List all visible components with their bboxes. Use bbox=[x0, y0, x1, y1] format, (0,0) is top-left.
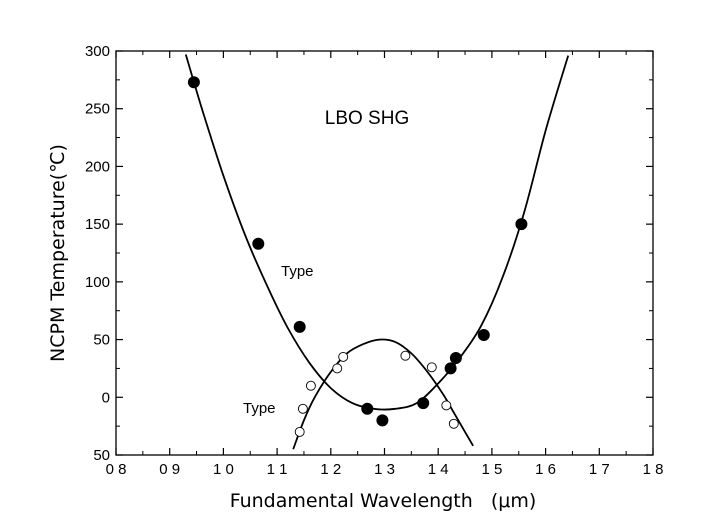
x-tick-label: 1 0 bbox=[213, 461, 234, 478]
fit-curve-3 bbox=[292, 338, 474, 450]
axis-ticks bbox=[115, 50, 654, 456]
filled-data-point bbox=[252, 237, 265, 250]
filled-data-point bbox=[477, 329, 490, 341]
filled-data-point bbox=[293, 320, 306, 333]
fit-curve-2 bbox=[184, 54, 570, 411]
x-tick-label: 1 6 bbox=[535, 461, 556, 478]
x-tick-label: 0 8 bbox=[106, 461, 127, 478]
y-tick-label: 300 bbox=[85, 43, 110, 60]
x-tick-label: 1 5 bbox=[481, 461, 502, 478]
annotation-lbo-shg: LBO SHG bbox=[325, 108, 409, 129]
y-tick-label: 50 bbox=[93, 332, 110, 349]
x-tick-label: 1 7 bbox=[589, 461, 610, 478]
y-tick-label: 200 bbox=[85, 158, 110, 175]
open-data-point bbox=[297, 403, 308, 414]
open-data-point bbox=[400, 350, 411, 361]
x-tick-label: 1 8 bbox=[643, 461, 664, 478]
annotation-type-lower: Type bbox=[243, 400, 276, 417]
y-tick-label: 250 bbox=[85, 101, 110, 118]
data-points bbox=[187, 76, 528, 437]
x-tick-label: 1 4 bbox=[428, 461, 449, 478]
open-data-point bbox=[294, 426, 305, 437]
open-data-point bbox=[426, 362, 437, 373]
open-data-point bbox=[441, 400, 452, 411]
filled-data-point bbox=[361, 402, 374, 415]
open-data-point bbox=[338, 351, 349, 362]
y-tick-label: 150 bbox=[85, 216, 110, 233]
x-tick-labels: 0 8 0 9 1 0 1 1 1 2 1 3 1 4 1 5 1 6 1 7 1 8 bbox=[106, 461, 664, 478]
y-tick-labels: 300 250 200 150 100 50 0 50 bbox=[85, 43, 110, 464]
x-axis-title: Fundamental Wavelength (μm) bbox=[230, 490, 537, 512]
filled-data-point bbox=[187, 76, 200, 89]
open-data-point bbox=[448, 418, 459, 429]
filled-data-point bbox=[515, 218, 528, 231]
y-tick-label: 50 bbox=[93, 447, 110, 464]
x-tick-label: 1 3 bbox=[374, 461, 395, 478]
open-data-point bbox=[305, 380, 316, 391]
filled-data-point bbox=[376, 414, 389, 427]
y-tick-label: 0 bbox=[102, 389, 110, 406]
filled-data-point bbox=[417, 397, 430, 410]
filled-data-point bbox=[449, 352, 462, 364]
open-data-point bbox=[332, 363, 343, 374]
x-tick-label: 1 1 bbox=[267, 461, 288, 478]
y-axis-title: NCPM Temperature(℃) bbox=[47, 144, 69, 362]
x-tick-label: 1 2 bbox=[320, 461, 341, 478]
filled-data-point bbox=[444, 362, 457, 375]
fit-curves bbox=[184, 54, 570, 450]
annotation-type-upper: Type bbox=[281, 263, 314, 280]
x-tick-label: 0 9 bbox=[159, 461, 180, 478]
y-tick-label: 100 bbox=[85, 274, 110, 291]
